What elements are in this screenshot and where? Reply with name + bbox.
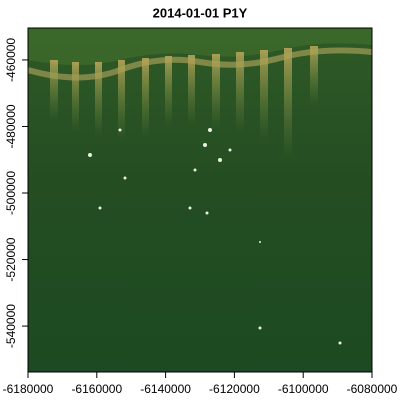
raster-image (27, 28, 373, 372)
y-tick-label: -540000 (4, 304, 18, 348)
chart-title: 2014-01-01 P1Y (153, 5, 248, 20)
x-tick-label: -6160000 (71, 382, 122, 396)
y-tick-label: -520000 (4, 237, 18, 281)
y-tick-label: -460000 (4, 38, 18, 82)
plot-frame (27, 27, 373, 373)
x-tick-label: -6100000 (278, 382, 329, 396)
y-tick-label: -500000 (4, 171, 18, 215)
x-tick-label: -6140000 (140, 382, 191, 396)
x-tick-label: -6180000 (3, 382, 54, 396)
x-tick-label: -6120000 (209, 382, 260, 396)
y-tick-label: -480000 (4, 104, 18, 148)
x-tick-label: -6080000 (347, 382, 398, 396)
